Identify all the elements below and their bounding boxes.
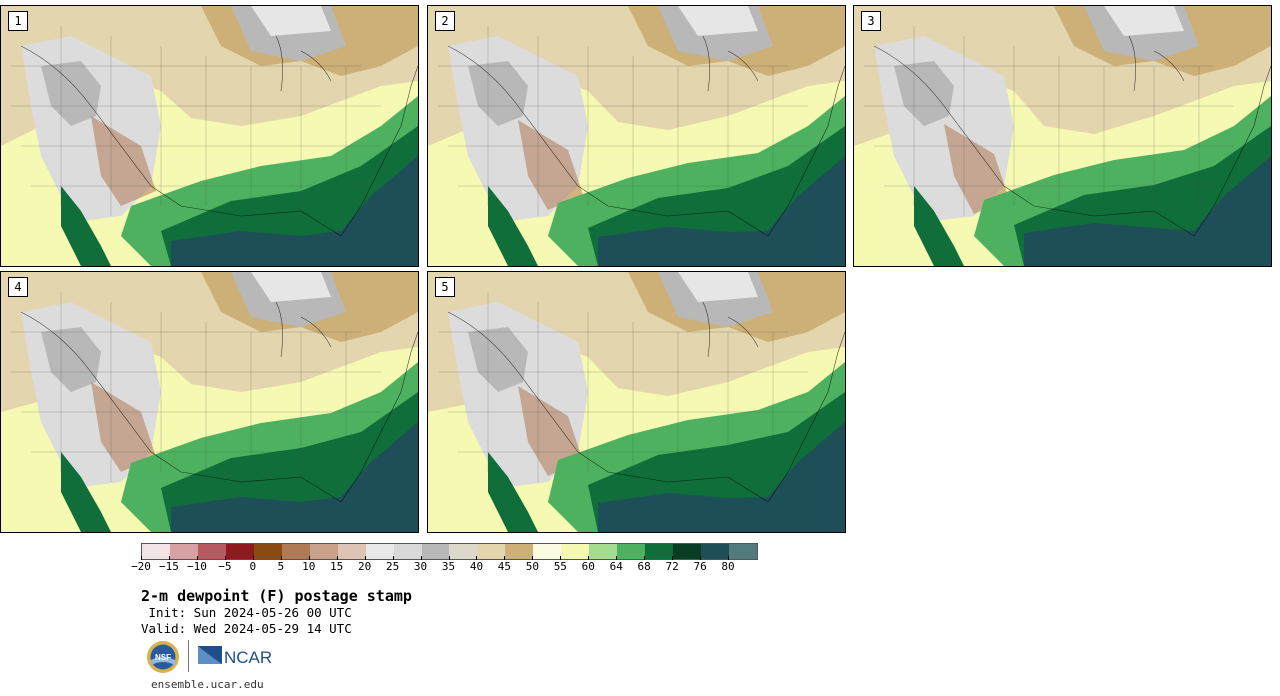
colorbar-swatch [673,544,702,559]
colorbar-tick-mark [588,556,590,560]
colorbar-tick-mark [448,556,450,560]
colorbar-swatch [253,544,282,559]
colorbar-swatch [309,544,338,559]
colorbar [141,543,758,560]
colorbar-tick-label: 20 [358,560,372,573]
map-panel-2: 2 [427,5,846,267]
colorbar-tick-label: 5 [277,560,285,573]
map-panel-1: 1 [0,5,419,267]
colorbar-swatch [589,544,618,559]
colorbar-swatch [421,544,450,559]
colorbar-tick-label: 55 [553,560,567,573]
colorbar-swatch [701,544,730,559]
colorbar-tick-mark [672,556,674,560]
colorbar-tick-mark [700,556,702,560]
panel-number: 5 [435,277,455,297]
colorbar-swatch [729,544,757,559]
valid-time: Valid: Wed 2024-05-29 14 UTC [141,621,352,636]
colorbar-tick-label: 76 [693,560,707,573]
colorbar-swatch [533,544,562,559]
panel-number: 4 [8,277,28,297]
colorbar-tick-mark [504,556,506,560]
colorbar-tick-mark [560,556,562,560]
colorbar-tick-label: 50 [525,560,539,573]
colorbar-tick-mark [252,556,254,560]
colorbar-tick-label: 15 [330,560,344,573]
colorbar-tick-mark [224,556,226,560]
colorbar-swatch [225,544,254,559]
colorbar-tick-label: −20 [131,560,151,573]
colorbar-tick-label: 80 [721,560,735,573]
colorbar-tick-mark [476,556,478,560]
map-panel-4: 4 [0,271,419,533]
colorbar-tick-label: 68 [637,560,651,573]
nsf-logo: NSF [147,641,179,673]
map-panel-5: 5 [427,271,846,533]
colorbar-tick-mark [196,556,198,560]
colorbar-tick-mark [616,556,618,560]
colorbar-tick-label: 25 [385,560,400,573]
colorbar-tick-label: 72 [665,560,679,573]
colorbar-tick-label: 30 [413,560,428,573]
colorbar-tick-mark [280,556,282,560]
colorbar-tick-label: 60 [581,560,595,573]
colorbar-tick-label: 0 [249,560,257,573]
colorbar-tick-mark [336,556,338,560]
colorbar-tick-mark [141,556,142,560]
colorbar-tick-label: −10 [186,560,207,573]
colorbar-tick-mark [308,556,310,560]
colorbar-swatch [449,544,478,559]
colorbar-tick-mark [420,556,422,560]
colorbar-swatch [197,544,226,559]
colorbar-tick-label: 35 [441,560,456,573]
colorbar-swatch [393,544,422,559]
dewpoint-map [428,6,845,266]
map-panel-3: 3 [853,5,1272,267]
panel-number: 3 [861,11,881,31]
dewpoint-map [1,272,418,532]
colorbar-swatch [561,544,590,559]
colorbar-tick-label: 64 [609,560,623,573]
colorbar-swatch [169,544,198,559]
colorbar-ticks: −20 −15 −10 −5 0 5 10 15 20 25 30 35 40 45 50 55 60 64 68 7… [131,556,771,580]
dewpoint-map [428,272,845,532]
colorbar-tick-label: 40 [469,560,484,573]
colorbar-swatch [617,544,646,559]
colorbar-tick-label: 10 [302,560,316,573]
logo-divider [188,640,189,672]
colorbar-tick-mark [532,556,534,560]
nsf-logo-text: NSF [155,653,171,662]
colorbar-tick-mark [168,556,170,560]
dewpoint-map [1,6,418,266]
ncar-logo-text: NCAR [224,648,272,667]
colorbar-tick-mark [644,556,646,560]
colorbar-swatch [365,544,394,559]
colorbar-tick-label: −15 [159,560,179,573]
footer-url: ensemble.ucar.edu [151,678,264,691]
colorbar-swatch [337,544,366,559]
colorbar-tick-mark [364,556,366,560]
colorbar-swatch [505,544,534,559]
colorbar-swatch [142,544,170,559]
colorbar-swatch [645,544,674,559]
colorbar-swatch [281,544,310,559]
colorbar-swatch [477,544,506,559]
dewpoint-map [854,6,1271,266]
panel-number: 2 [435,11,455,31]
plot-title: 2-m dewpoint (F) postage stamp [141,587,412,605]
ncar-logo: NCAR [198,646,272,667]
colorbar-tick-label: 45 [497,560,512,573]
panel-number: 1 [8,11,28,31]
colorbar-tick-mark [728,556,730,560]
colorbar-tick-label: −5 [218,560,232,573]
colorbar-tick-mark [392,556,394,560]
init-time: Init: Sun 2024-05-26 00 UTC [141,605,352,620]
